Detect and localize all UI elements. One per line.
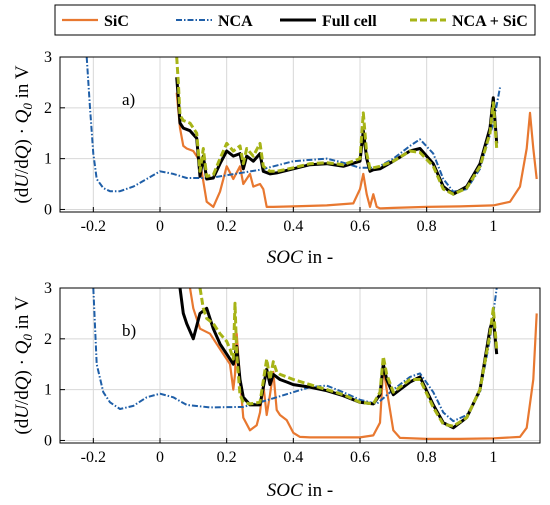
x-tick-label: 0.8 xyxy=(417,449,437,466)
legend-label-nca: NCA xyxy=(218,13,253,30)
series-line-sic xyxy=(175,92,538,210)
x-tick-label: 0.2 xyxy=(217,218,237,235)
axes-frame xyxy=(59,287,541,444)
series-line-sic xyxy=(188,288,538,440)
y-tick-label: 3 xyxy=(44,280,52,297)
panel-b: -0.2 0 0.2 0.4 0.6 0.8 1 0 1 2 3 b) SOC in - (dU/dQ) … xyxy=(12,280,541,501)
x-axis-title: SOC in - xyxy=(267,247,334,268)
panel-label: a) xyxy=(122,90,135,109)
x-tick-label: 0 xyxy=(156,449,164,466)
x-tick-label: 0.6 xyxy=(350,449,370,466)
x-tick-label: 1 xyxy=(489,218,497,235)
y-tick-label: 3 xyxy=(44,49,52,66)
legend-label-ncasic: NCA + SiC xyxy=(452,13,528,30)
x-tick-label: 0.8 xyxy=(417,218,437,235)
y-axis-title: (dU/dQ) · Q0 in V xyxy=(12,296,35,434)
y-tick-label: 1 xyxy=(44,382,52,399)
y-tick-label: 0 xyxy=(44,201,52,218)
y-axis-title: (dU/dQ) · Q0 in V xyxy=(12,65,35,203)
x-tick-label: 0.6 xyxy=(350,218,370,235)
panel-a: -0.2 0 0.2 0.4 0.6 0.8 1 0 1 2 3 a) SOC in - (dU/dQ) … xyxy=(12,49,541,268)
legend-label-full: Full cell xyxy=(322,13,377,30)
x-axis-title: SOC in - xyxy=(267,480,334,501)
x-tick-label: -0.2 xyxy=(81,218,106,235)
x-tick-label: 0 xyxy=(156,218,164,235)
axes-frame xyxy=(59,56,541,213)
series-line-nca xyxy=(92,288,498,423)
x-tick-label: 1 xyxy=(489,449,497,466)
x-tick-label: 0.4 xyxy=(283,449,303,466)
series-line-nca xyxy=(85,57,501,193)
legend-label-sic: SiC xyxy=(104,13,129,30)
y-tick-label: 2 xyxy=(44,100,52,117)
y-tick-label: 0 xyxy=(44,432,52,449)
x-tick-label: 0.2 xyxy=(217,449,237,466)
x-tick-label: 0.4 xyxy=(283,218,303,235)
series-line-ncasic xyxy=(175,57,499,196)
series-line-ncasic xyxy=(198,288,499,428)
legend: SiC NCA Full cell NCA + SiC xyxy=(54,4,536,36)
y-tick-label: 1 xyxy=(44,151,52,168)
x-tick-label: -0.2 xyxy=(81,449,106,466)
y-tick-label: 2 xyxy=(44,331,52,348)
panel-label: b) xyxy=(122,321,136,340)
